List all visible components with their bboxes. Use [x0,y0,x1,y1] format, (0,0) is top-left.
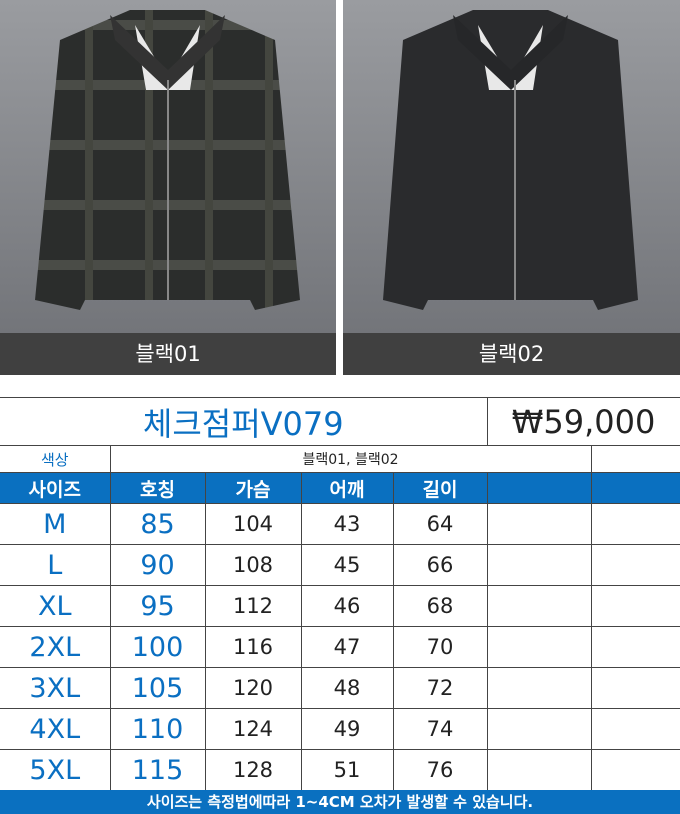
table-row: 4XL 110 124 49 74 [0,708,680,750]
table-cell [590,503,680,545]
table-cell: 3XL [0,667,111,709]
table-row: 2XL 100 116 47 70 [0,626,680,668]
table-row: 5XL 115 128 51 76 [0,749,680,791]
size-table: 체크점퍼V079 ₩59,000 색상 블랙01, 블랙02 사이즈 호칭 가슴 어깨… [0,397,680,791]
column-header: 사이즈 [0,472,111,504]
column-header [590,472,680,504]
table-cell: 124 [204,708,302,750]
table-cell: 112 [204,585,302,627]
table-cell: 110 [109,708,206,750]
table-cell: L [0,544,111,586]
table-cell [590,544,680,586]
column-header [486,472,592,504]
column-header: 어깨 [300,472,394,504]
table-cell: 90 [109,544,206,586]
product-photo-black02: 블랙02 [343,0,680,375]
table-cell: 115 [109,749,206,791]
jacket-image [383,10,638,310]
table-row: XL 95 112 46 68 [0,585,680,627]
table-cell: 104 [204,503,302,545]
table-cell: 128 [204,749,302,791]
table-cell: 108 [204,544,302,586]
table-cell: 66 [392,544,488,586]
jacket-image [35,10,300,310]
table-cell: 74 [392,708,488,750]
table-cell: 45 [300,544,394,586]
table-cell: 64 [392,503,488,545]
photo-label: 블랙01 [0,333,336,375]
product-photo-black01: 블랙01 [0,0,336,375]
table-cell: 95 [109,585,206,627]
table-cell: 70 [392,626,488,668]
color-values: 블랙01, 블랙02 [109,445,592,473]
table-cell: 48 [300,667,394,709]
table-cell: 76 [392,749,488,791]
table-row: L 90 108 45 66 [0,544,680,586]
table-cell: 5XL [0,749,111,791]
table-cell [486,708,592,750]
table-cell: 85 [109,503,206,545]
table-cell [486,544,592,586]
table-cell: 43 [300,503,394,545]
table-cell: 46 [300,585,394,627]
table-cell: 100 [109,626,206,668]
table-cell: 116 [204,626,302,668]
table-cell: M [0,503,111,545]
table-cell: XL [0,585,111,627]
column-header: 길이 [392,472,488,504]
table-cell [590,585,680,627]
table-cell: 120 [204,667,302,709]
table-cell: 72 [392,667,488,709]
table-cell [590,626,680,668]
table-cell [590,708,680,750]
table-cell [486,667,592,709]
table-cell: 4XL [0,708,111,750]
product-price: ₩59,000 [486,397,680,446]
column-header: 가슴 [204,472,302,504]
table-cell [486,626,592,668]
table-cell: 2XL [0,626,111,668]
table-cell [590,749,680,791]
table-cell [486,585,592,627]
column-header: 호칭 [109,472,206,504]
table-cell [486,503,592,545]
table-cell: 68 [392,585,488,627]
color-label: 색상 [0,445,111,473]
table-cell [486,749,592,791]
table-cell: 51 [300,749,394,791]
size-note: 사이즈는 측정법에따라 1~4CM 오차가 발생할 수 있습니다. [0,790,680,814]
photo-label: 블랙02 [343,333,680,375]
table-cell [590,667,680,709]
table-cell: 49 [300,708,394,750]
table-row: M 85 104 43 64 [0,503,680,545]
table-row: 3XL 105 120 48 72 [0,667,680,709]
table-cell: 105 [109,667,206,709]
product-name: 체크점퍼V079 [0,397,488,446]
table-cell: 47 [300,626,394,668]
